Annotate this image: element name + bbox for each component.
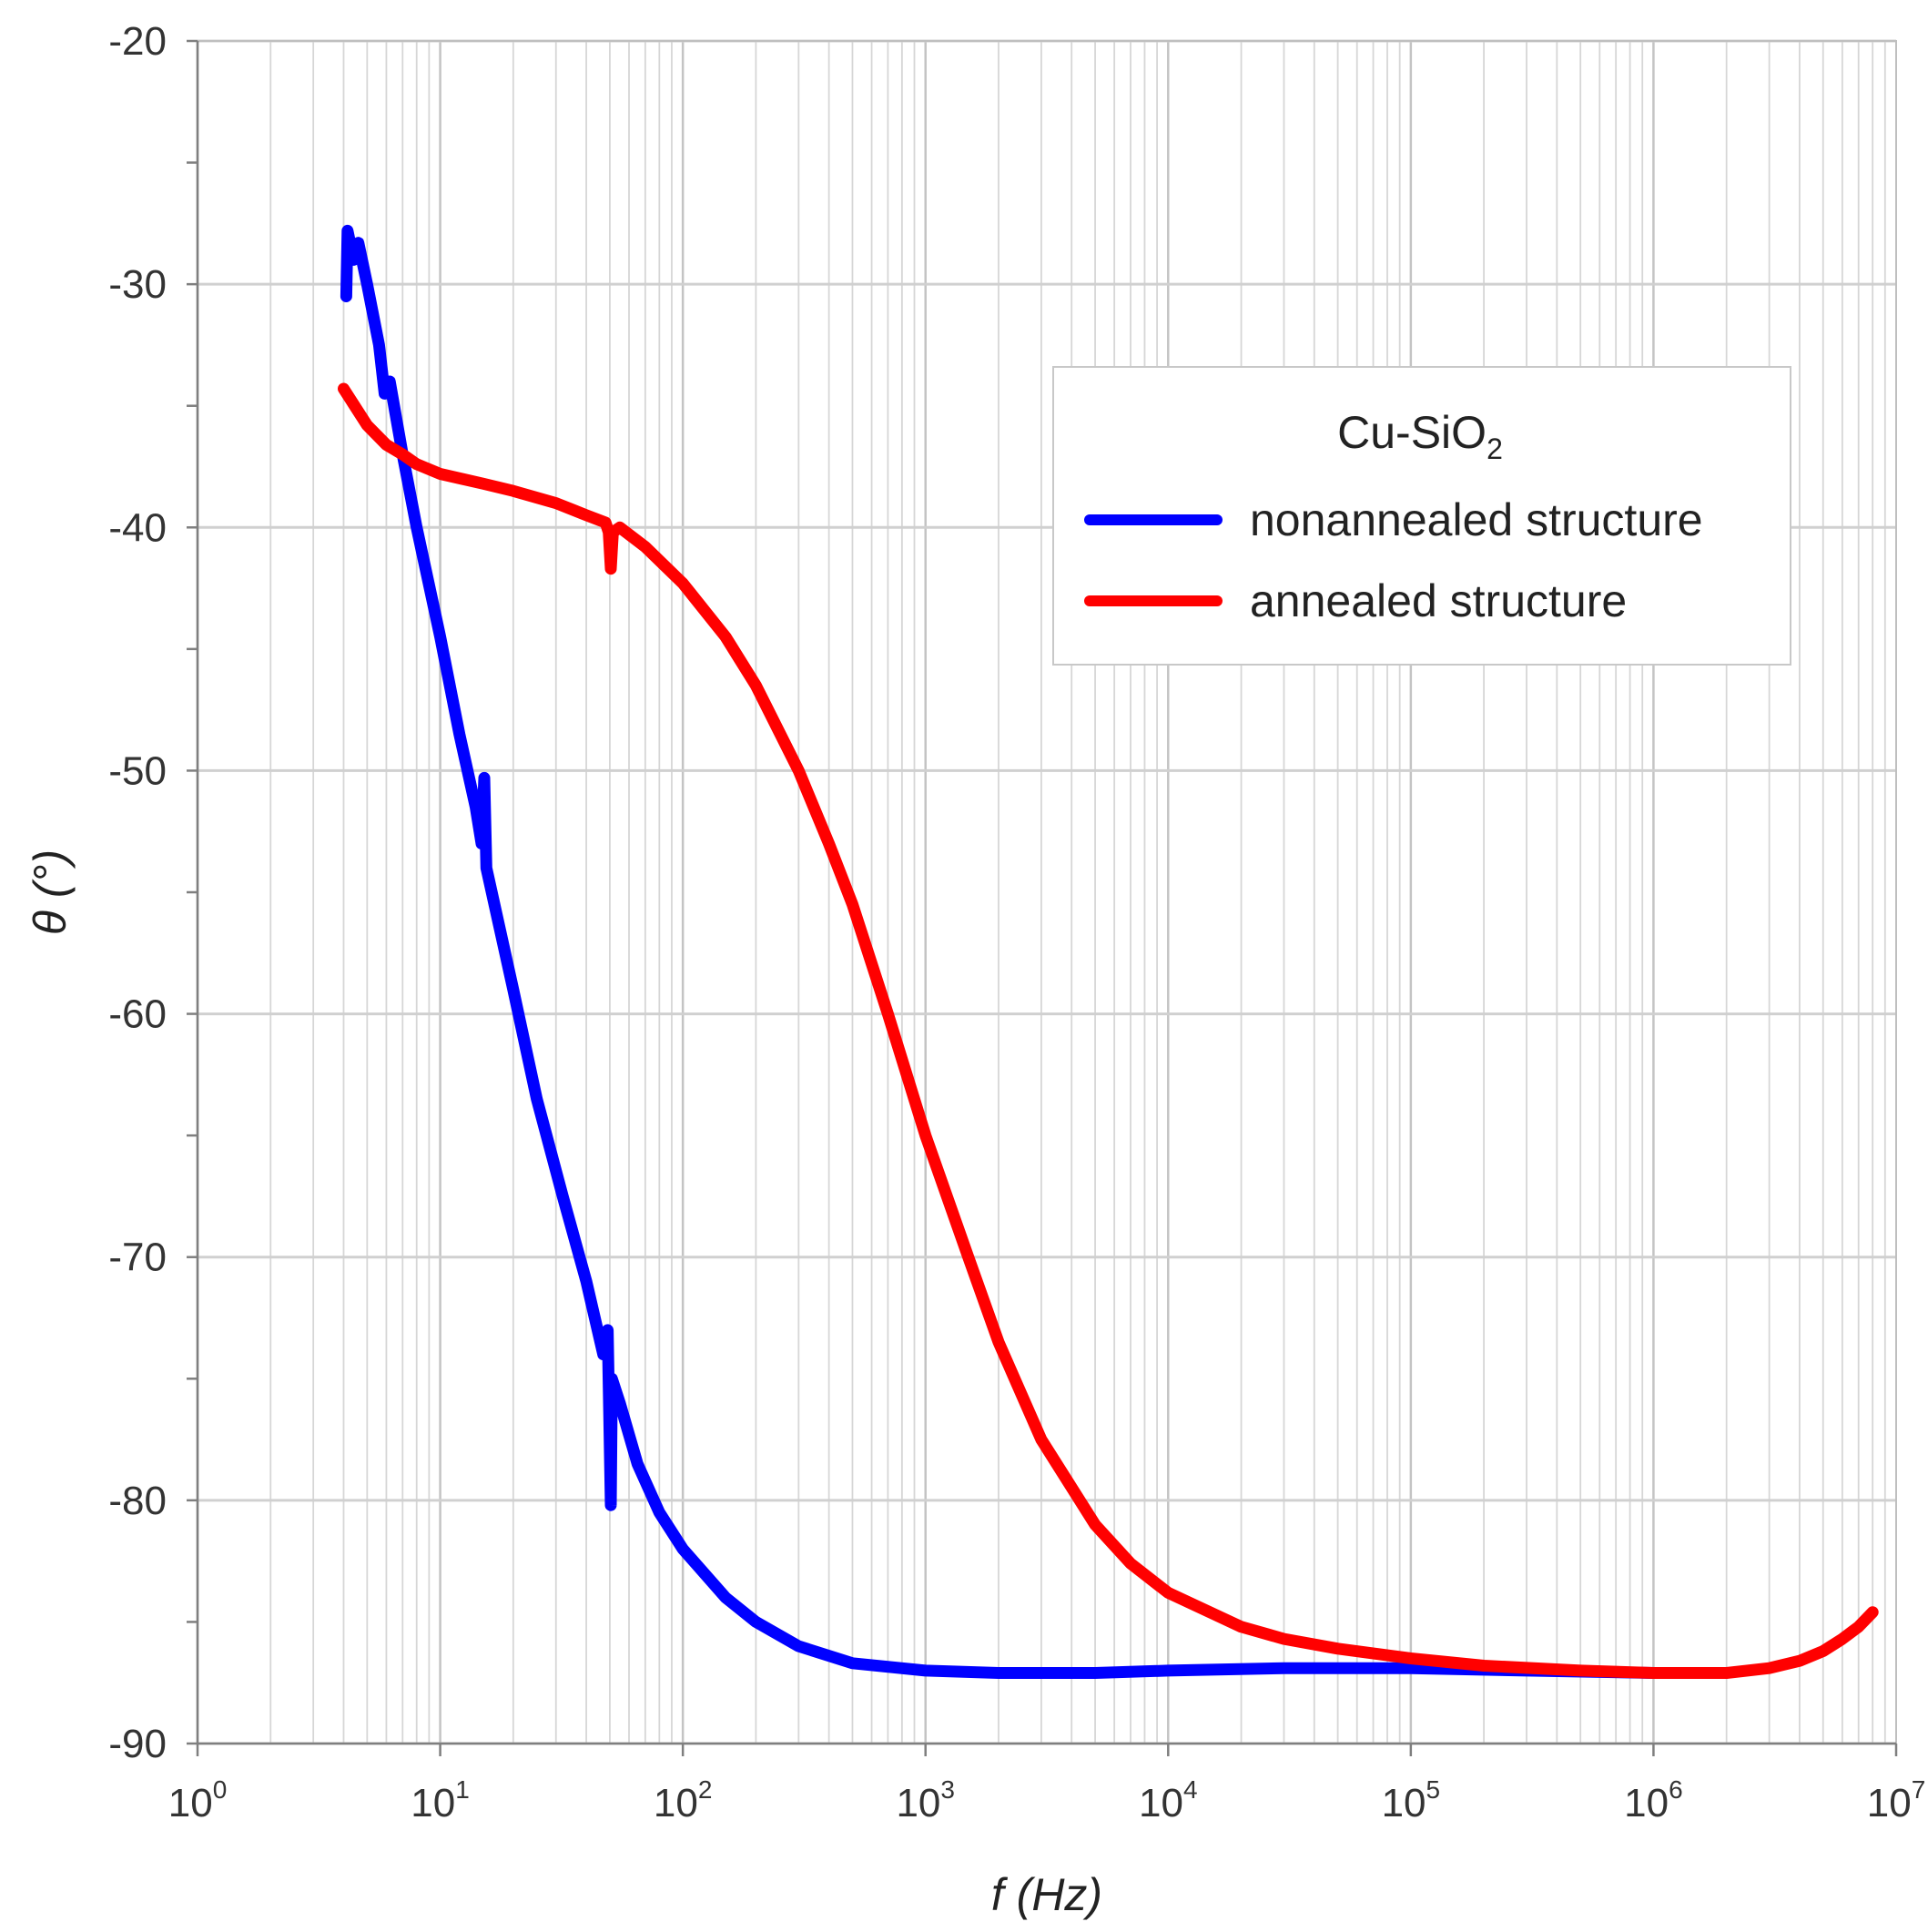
plot-area — [197, 40, 1897, 1744]
x-tick-label: 102 — [654, 1775, 713, 1825]
x-tick-exponent: 1 — [455, 1775, 470, 1804]
x-tick-label: 107 — [1867, 1775, 1926, 1825]
y-axis-title: θ (°) — [25, 849, 76, 935]
x-tick-base: 10 — [654, 1781, 698, 1825]
x-tick-exponent: 4 — [1183, 1775, 1198, 1804]
x-tick-exponent: 6 — [1669, 1775, 1683, 1804]
x-tick-label: 100 — [168, 1775, 228, 1825]
y-tick-label: -70 — [108, 1235, 167, 1280]
x-tick-base: 10 — [1139, 1781, 1183, 1825]
legend-label-annealed: annealed structure — [1250, 575, 1627, 626]
grid — [196, 39, 1896, 1745]
x-tick-base: 10 — [411, 1781, 455, 1825]
legend-title: Cu-SiO2 — [1337, 407, 1503, 465]
y-tick-label: -40 — [108, 505, 167, 550]
x-tick-label: 105 — [1382, 1775, 1441, 1825]
x-tick-label: 106 — [1624, 1775, 1683, 1825]
x-tick-exponent: 5 — [1426, 1775, 1441, 1804]
x-tick-base: 10 — [1624, 1781, 1669, 1825]
legend-title-subscript: 2 — [1487, 432, 1503, 465]
x-tick-base: 10 — [168, 1781, 213, 1825]
series-nonannealed-line — [340, 224, 1702, 1679]
y-tick-label: -90 — [108, 1722, 167, 1766]
legend-title-main: Cu-SiO — [1337, 407, 1487, 458]
series-annealed-line — [338, 382, 1879, 1679]
x-tick-label: 101 — [411, 1775, 470, 1825]
y-tick-label: -30 — [108, 262, 167, 307]
y-tick-label: -60 — [108, 992, 167, 1037]
y-tick-label: -50 — [108, 748, 167, 793]
x-tick-exponent: 3 — [940, 1775, 955, 1804]
x-tick-base: 10 — [896, 1781, 940, 1825]
legend-label-nonannealed: nonannealed structure — [1250, 494, 1703, 545]
x-tick-label: 104 — [1139, 1775, 1198, 1825]
y-tick-label: -20 — [108, 19, 167, 64]
x-axis-title: f (Hz) — [991, 1869, 1102, 1920]
x-tick-exponent: 0 — [213, 1775, 228, 1804]
series-group — [338, 224, 1879, 1679]
y-tick-label: -80 — [108, 1479, 167, 1523]
legend: Cu-SiO2 nonannealed structure annealed s… — [1052, 366, 1791, 666]
x-tick-exponent: 2 — [698, 1775, 713, 1804]
x-tick-base: 10 — [1382, 1781, 1426, 1825]
x-tick-base: 10 — [1867, 1781, 1912, 1825]
x-tick-label: 103 — [896, 1775, 955, 1825]
x-tick-exponent: 7 — [1912, 1775, 1926, 1804]
